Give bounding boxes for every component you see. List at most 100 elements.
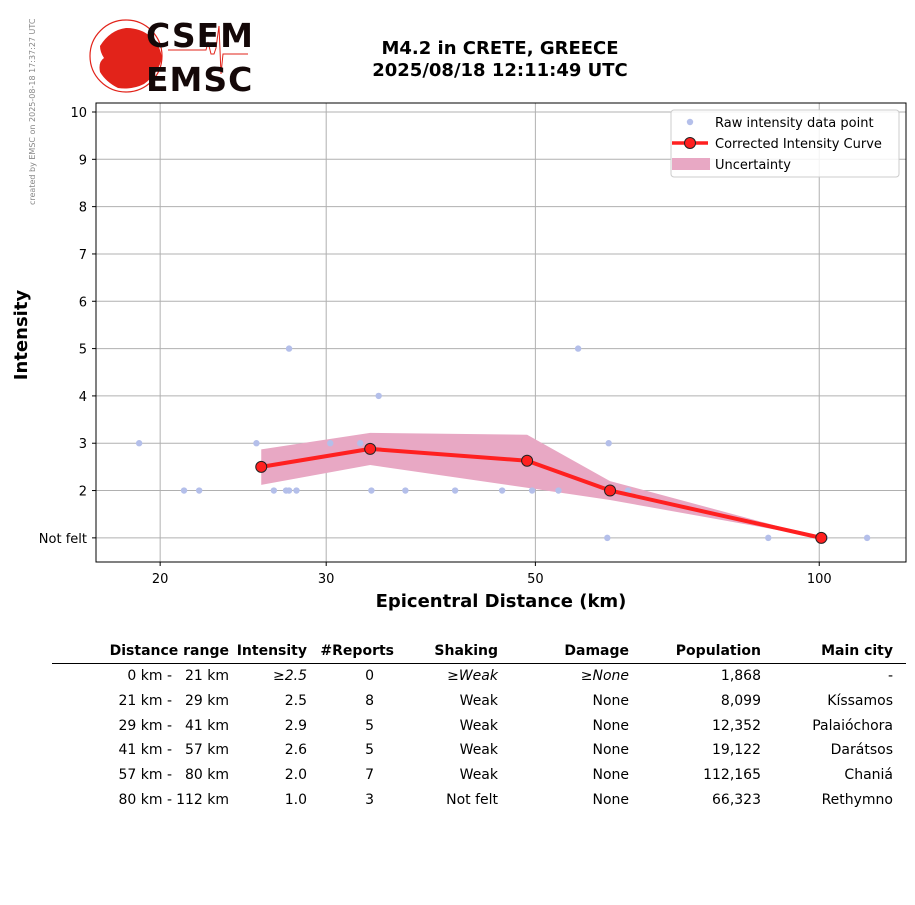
cell-intensity: 2.6 xyxy=(285,742,307,758)
cell-shaking-text: Weak xyxy=(458,668,498,684)
raw-data-point xyxy=(180,487,188,494)
header-reports: #Reports xyxy=(320,643,394,659)
legend-curve-marker xyxy=(684,137,696,149)
y-tick-label: 7 xyxy=(79,248,87,263)
cell-reports: 0 xyxy=(365,668,374,684)
cell-damage: None xyxy=(592,767,629,783)
uncertainty-band xyxy=(261,432,822,538)
cell-distance-from: 41 km - xyxy=(118,742,172,758)
cell-damage-text: None xyxy=(592,767,629,784)
logo-text-csem: CSEM xyxy=(146,16,254,55)
cell-distance-from-text: 0 km - xyxy=(127,668,172,684)
x-tick-label: 20 xyxy=(152,572,169,587)
title-datetime: 2025/08/18 12:11:49 UTC xyxy=(372,60,628,81)
cell-intensity-text: 1.0 xyxy=(284,792,307,808)
table-header-rule xyxy=(52,663,906,664)
cell-distance-to: 80 km xyxy=(185,767,229,783)
cell-intensity: 1.0 xyxy=(285,792,307,808)
cell-population: 19,122 xyxy=(712,742,761,758)
cell-shaking-text: Weak xyxy=(459,692,498,709)
cell-main-city-text: Rethymno xyxy=(821,792,893,808)
cell-shaking: Weak xyxy=(460,718,498,734)
y-tick-label: 4 xyxy=(79,390,87,405)
cell-population-text: 112,165 xyxy=(703,767,761,784)
cell-distance-from: 21 km - xyxy=(118,693,172,709)
cell-population: 8,099 xyxy=(721,693,761,709)
cell-reports: 7 xyxy=(365,767,374,783)
cell-intensity-text: 2.9 xyxy=(284,717,307,734)
cell-intensity-text: 2.0 xyxy=(284,767,307,784)
cell-distance-to-text: 57 km xyxy=(184,742,229,759)
curve-point xyxy=(815,531,828,544)
cell-reports-text: 0 xyxy=(365,668,374,684)
raw-data-point xyxy=(498,487,506,494)
cell-damage: None xyxy=(592,693,629,709)
intensity-chart: 20 30 50 100 Not felt 2 3 4 5 6 7 8 9 10 Epicentral D… xyxy=(11,102,907,612)
cell-intensity-text: 2.5 xyxy=(284,692,307,709)
header-main-city-text: Main city xyxy=(821,643,893,659)
cell-distance-to-text: 21 km xyxy=(184,668,229,684)
cell-population: 12,352 xyxy=(712,718,761,734)
legend-curve-label: Corrected Intensity Curve xyxy=(715,137,882,152)
emsc-logo: CSEM EMSC xyxy=(88,16,258,100)
curve-point xyxy=(364,442,377,455)
raw-data-point xyxy=(555,487,562,494)
raw-data-point xyxy=(285,345,293,352)
raw-data-point xyxy=(624,487,632,494)
raw-data-point xyxy=(863,534,871,542)
header-shaking: Shaking xyxy=(434,643,498,659)
cell-intensity-text: 2.6 xyxy=(284,742,307,759)
cell-distance-from-text: 29 km - xyxy=(118,717,172,734)
header-population-text: Population xyxy=(675,643,761,659)
y-tick-label: 10 xyxy=(70,106,87,121)
cell-distance-to: 57 km xyxy=(185,742,229,758)
cell-damage-text: None xyxy=(592,792,629,808)
y-tick-label: 3 xyxy=(79,437,87,452)
y-axis-label: Intensity xyxy=(11,290,32,381)
cell-population-text: 1,868 xyxy=(720,668,761,684)
raw-data-point xyxy=(765,534,772,542)
cell-population: 1,868 xyxy=(721,668,761,684)
logo-text-emsc: EMSC xyxy=(146,60,254,99)
cell-distance-from: 0 km - xyxy=(127,668,172,684)
cell-distance-from: 80 km - xyxy=(118,792,172,808)
legend-band-label: Uncertainty xyxy=(715,158,791,173)
title-event: M4.2 in CRETE, GREECE xyxy=(381,38,619,59)
cell-intensity: ≥2.5 xyxy=(273,668,307,684)
cell-shaking-text: Weak xyxy=(459,767,498,784)
cell-population-text: 8,099 xyxy=(720,692,761,709)
legend: Raw intensity data point Corrected Inten… xyxy=(670,109,900,178)
cell-intensity: 2.0 xyxy=(285,767,307,783)
y-tick-label: Not felt xyxy=(39,532,87,547)
y-tick-label: 8 xyxy=(79,201,87,216)
header-reports-text: #Reports xyxy=(320,643,394,659)
header-damage-text: Damage xyxy=(564,643,629,659)
header-main-city: Main city xyxy=(821,643,893,659)
cell-distance-from-text: 21 km - xyxy=(118,692,172,709)
cell-main-city-text: Darátsos xyxy=(830,742,893,759)
raw-data-point xyxy=(604,534,611,542)
cell-shaking-text: ≥ xyxy=(447,668,459,684)
cell-distance-to-text: 112 km xyxy=(176,792,229,808)
raw-data-point xyxy=(375,392,382,400)
cell-reports: 5 xyxy=(365,718,374,734)
cell-distance-from: 29 km - xyxy=(118,718,172,734)
cell-reports: 8 xyxy=(365,693,374,709)
cell-population: 112,165 xyxy=(703,767,761,783)
cell-distance-to: 112 km xyxy=(176,792,229,808)
cell-distance-to: 21 km xyxy=(185,668,229,684)
globe-logo-icon xyxy=(89,19,248,93)
cell-population: 66,323 xyxy=(712,792,761,808)
cell-intensity: 2.9 xyxy=(285,718,307,734)
header-population: Population xyxy=(676,643,761,659)
cell-damage-text: None xyxy=(592,692,629,709)
cell-shaking-text: Weak xyxy=(459,742,498,759)
y-tick-label: 9 xyxy=(79,153,87,168)
raw-data-point xyxy=(368,487,375,494)
curve-group xyxy=(255,442,828,544)
legend-band-swatch xyxy=(672,158,710,170)
cell-damage: None xyxy=(592,742,629,758)
raw-data-point xyxy=(402,487,409,494)
cell-intensity-text: 2.5 xyxy=(284,668,307,684)
cell-damage-text: None xyxy=(592,717,629,734)
